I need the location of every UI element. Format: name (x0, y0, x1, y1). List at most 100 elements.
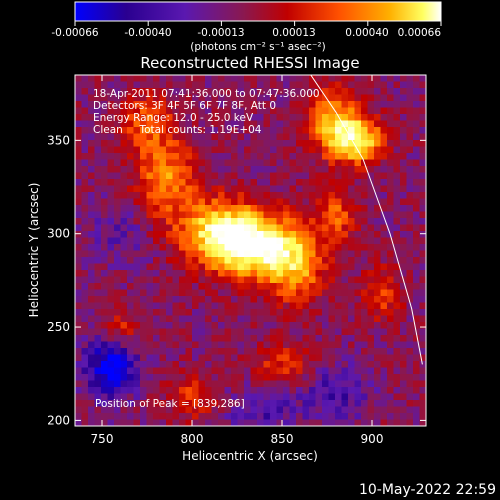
heatmap-cell (140, 328, 148, 336)
heatmap-cell (140, 81, 148, 89)
heatmap-cell (315, 413, 323, 421)
heatmap-cell (75, 192, 83, 200)
heatmap-cell (224, 263, 232, 271)
heatmap-cell (322, 81, 330, 89)
heatmap-cell (296, 335, 304, 343)
heatmap-cell (81, 393, 89, 401)
heatmap-cell (179, 263, 187, 271)
heatmap-cell (374, 361, 382, 369)
heatmap-cell (367, 127, 375, 135)
heatmap-cell (244, 133, 252, 141)
heatmap-cell (419, 153, 426, 161)
heatmap-cell (146, 218, 154, 226)
heatmap-cell (315, 114, 323, 122)
heatmap-cell (302, 237, 310, 245)
heatmap-cell (159, 94, 167, 102)
heatmap-cell (107, 315, 115, 323)
heatmap-cell (237, 406, 245, 414)
heatmap-cell (159, 400, 167, 408)
heatmap-cell (205, 400, 213, 408)
heatmap-cell (81, 88, 89, 96)
heatmap-cell (263, 348, 271, 356)
heatmap-cell (75, 257, 83, 265)
heatmap-cell (198, 185, 206, 193)
heatmap-cell (172, 341, 180, 349)
heatmap-cell (94, 120, 102, 128)
heatmap-cell (120, 302, 128, 310)
heatmap-cell (374, 413, 382, 421)
heatmap-cell (257, 120, 265, 128)
heatmap-cell (367, 276, 375, 284)
heatmap-cell (367, 244, 375, 252)
heatmap-cell (283, 88, 291, 96)
heatmap-cell (328, 224, 336, 232)
heatmap-cell (387, 185, 395, 193)
heatmap-cell (335, 341, 343, 349)
heatmap-cell (263, 309, 271, 317)
heatmap-cell (309, 302, 317, 310)
heatmap-cell (393, 140, 401, 148)
heatmap-cell (211, 406, 219, 414)
heatmap-cell (263, 185, 271, 193)
heatmap-cell (393, 166, 401, 174)
heatmap-cell (335, 302, 343, 310)
heatmap-cell (257, 257, 265, 265)
heatmap-cell (224, 192, 232, 200)
heatmap-cell (185, 322, 193, 330)
heatmap-cell (211, 101, 219, 109)
heatmap-cell (289, 322, 297, 330)
heatmap-cell (218, 322, 226, 330)
heatmap-cell (120, 354, 128, 362)
heatmap-cell (328, 81, 336, 89)
heatmap-cell (218, 237, 226, 245)
heatmap-cell (205, 146, 213, 154)
heatmap-cell (387, 393, 395, 401)
heatmap-cell (289, 107, 297, 115)
heatmap-cell (276, 354, 284, 362)
heatmap-cell (198, 224, 206, 232)
heatmap-cell (250, 276, 258, 284)
heatmap-cell (354, 413, 362, 421)
heatmap-cell (185, 380, 193, 388)
heatmap-cell (166, 172, 174, 180)
heatmap-cell (185, 302, 193, 310)
heatmap-cell (270, 179, 278, 187)
heatmap-cell (250, 315, 258, 323)
heatmap-cell (361, 283, 369, 291)
heatmap-cell (406, 81, 414, 89)
heatmap-cell (309, 380, 317, 388)
heatmap-cell (322, 153, 330, 161)
heatmap-cell (328, 419, 336, 426)
heatmap-cell (296, 81, 304, 89)
heatmap-cell (159, 354, 167, 362)
heatmap-cell (309, 315, 317, 323)
heatmap-cell (75, 81, 83, 89)
heatmap-cell (81, 231, 89, 239)
heatmap-cell (198, 198, 206, 206)
heatmap-cell (393, 335, 401, 343)
heatmap-cell (107, 146, 115, 154)
heatmap-cell (172, 387, 180, 395)
heatmap-cell (387, 146, 395, 154)
heatmap-cell (107, 322, 115, 330)
heatmap-cell (198, 127, 206, 135)
heatmap-cell (166, 179, 174, 187)
heatmap-cell (146, 166, 154, 174)
heatmap-cell (322, 309, 330, 317)
heatmap-cell (153, 374, 161, 382)
heatmap-cell (81, 133, 89, 141)
heatmap-cell (185, 192, 193, 200)
heatmap-cell (237, 101, 245, 109)
heatmap-cell (172, 348, 180, 356)
heatmap-cell (101, 289, 109, 297)
heatmap-cell (270, 276, 278, 284)
heatmap-cell (413, 179, 421, 187)
heatmap-cell (361, 107, 369, 115)
heatmap-cell (94, 419, 102, 426)
heatmap-cell (211, 224, 219, 232)
heatmap-cell (218, 198, 226, 206)
heatmap-cell (302, 127, 310, 135)
heatmap-cell (231, 413, 239, 421)
heatmap-cell (231, 166, 239, 174)
heatmap-cell (361, 75, 369, 83)
